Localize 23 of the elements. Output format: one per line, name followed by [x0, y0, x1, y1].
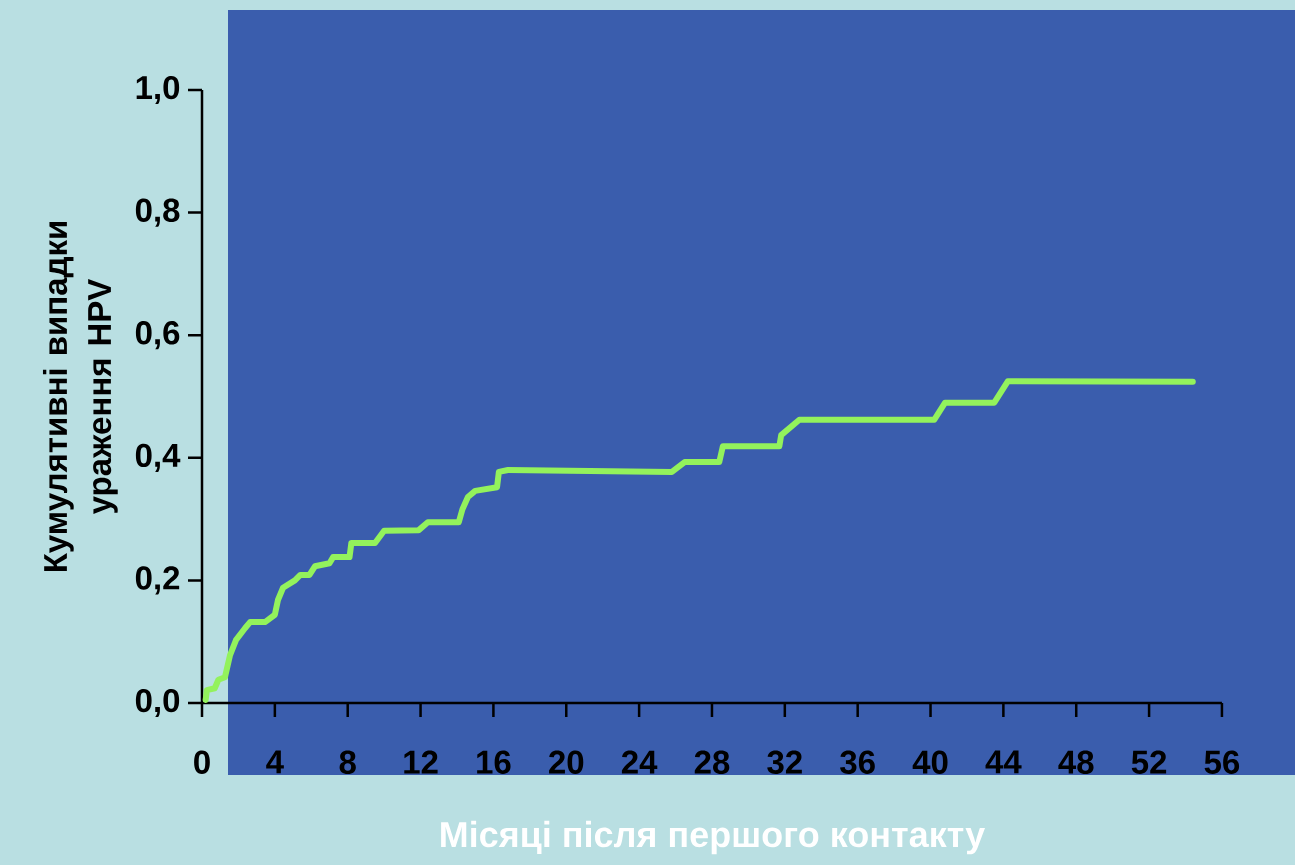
x-axis-title: Місяці після першого контакту	[441, 820, 986, 855]
x-tick-label: 20	[549, 750, 584, 774]
x-tick-label: 48	[1058, 750, 1094, 774]
y-tick-label: 0,2	[135, 566, 180, 595]
y-tick-label: 0,8	[135, 198, 180, 227]
x-tick-label: 44	[985, 750, 1022, 774]
x-tick-label: 28	[694, 750, 730, 774]
x-tick-label: 52	[1131, 750, 1167, 774]
x-tick-label: 56	[1204, 750, 1240, 774]
y-tick-label: 1,0	[136, 75, 180, 105]
x-tick-label: 12	[404, 750, 438, 774]
x-tick-label: 4	[266, 750, 284, 774]
y-tick-label: 0,6	[135, 321, 180, 350]
y-tick-label: 0,0	[135, 688, 180, 718]
y-axis-title: Кумулятивні випадки ураження HPV	[42, 222, 118, 572]
x-tick-label: 8	[339, 750, 356, 774]
x-tick-label: 32	[767, 750, 802, 774]
x-tick-label: 24	[621, 750, 658, 774]
y-tick-label: 0,4	[135, 443, 181, 472]
x-tick-label: 16	[477, 750, 511, 774]
x-tick-label: 0	[194, 750, 210, 774]
x-tick-label: 36	[840, 750, 875, 774]
x-tick-label: 40	[912, 750, 948, 774]
